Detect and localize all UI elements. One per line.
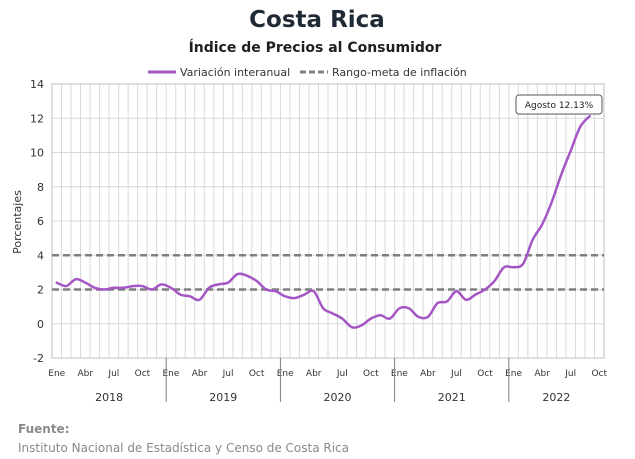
x-tick-label: Jul: [564, 369, 576, 379]
y-tick-label: 8: [37, 181, 44, 194]
series-layer: [55, 114, 591, 329]
x-tick-label: Jul: [450, 369, 462, 379]
x-tick-label: Oct: [477, 369, 493, 379]
x-tick-label: Jul: [222, 369, 234, 379]
x-tick-label: Abr: [420, 369, 436, 379]
x-tick-label: Ene: [391, 369, 408, 379]
legend: Variación interanual Rango-meta de infla…: [148, 66, 467, 79]
x-tick-label: Ene: [277, 369, 294, 379]
x-tick-label: Abr: [192, 369, 208, 379]
y-tick-label: 14: [30, 78, 44, 91]
x-tick-label: Ene: [505, 369, 522, 379]
y-tick-label: 6: [37, 215, 44, 228]
plot-border: [51, 83, 605, 359]
source-label: Fuente:: [18, 422, 70, 436]
series-line-variacion-interanual: [55, 114, 591, 329]
x-tick-label: Ene: [48, 369, 65, 379]
target-range-lines: [52, 254, 604, 291]
y-tick-label: 12: [30, 112, 44, 125]
annotation-text: Agosto 12.13%: [525, 101, 594, 111]
y-axis-ticks: -2 0 2 4 6 8 10 12 14: [30, 78, 44, 365]
source-text: Instituto Nacional de Estadística y Cens…: [18, 441, 349, 455]
year-label: 2019: [209, 391, 237, 404]
y-tick-label: 2: [37, 284, 44, 297]
chart-subtitle: Índice de Precios al Consumidor: [189, 39, 442, 56]
legend-label-rango-meta: Rango-meta de inflación: [332, 66, 467, 79]
year-label: 2022: [542, 391, 570, 404]
annotation-callout: Agosto 12.13%: [515, 94, 603, 115]
grid: [51, 83, 605, 359]
y-tick-label: 4: [37, 249, 44, 262]
x-tick-label: Abr: [534, 369, 550, 379]
y-tick-label: 10: [30, 147, 44, 160]
y-tick-label: -2: [33, 352, 44, 365]
x-tick-label: Abr: [306, 369, 322, 379]
legend-label-variacion: Variación interanual: [180, 66, 290, 79]
x-tick-label: Oct: [363, 369, 379, 379]
x-tick-label: Ene: [162, 369, 179, 379]
x-axis: Ene Abr Jul Oct Ene Abr Jul Oct Ene Abr Jul Oct Ene A…: [48, 358, 607, 404]
year-label: 2021: [438, 391, 466, 404]
x-tick-label: Abr: [78, 369, 94, 379]
chart-title: Costa Rica: [249, 7, 385, 33]
x-tick-label: Oct: [591, 369, 607, 379]
x-tick-label: Oct: [249, 369, 265, 379]
x-tick-label: Jul: [336, 369, 348, 379]
x-tick-label: Oct: [135, 369, 151, 379]
annotation-box: [515, 94, 603, 115]
year-label: 2020: [324, 391, 352, 404]
year-label: 2018: [95, 391, 123, 404]
x-tick-label: Jul: [107, 369, 119, 379]
y-tick-label: 0: [37, 318, 44, 331]
y-axis-title: Porcentajes: [11, 190, 24, 254]
